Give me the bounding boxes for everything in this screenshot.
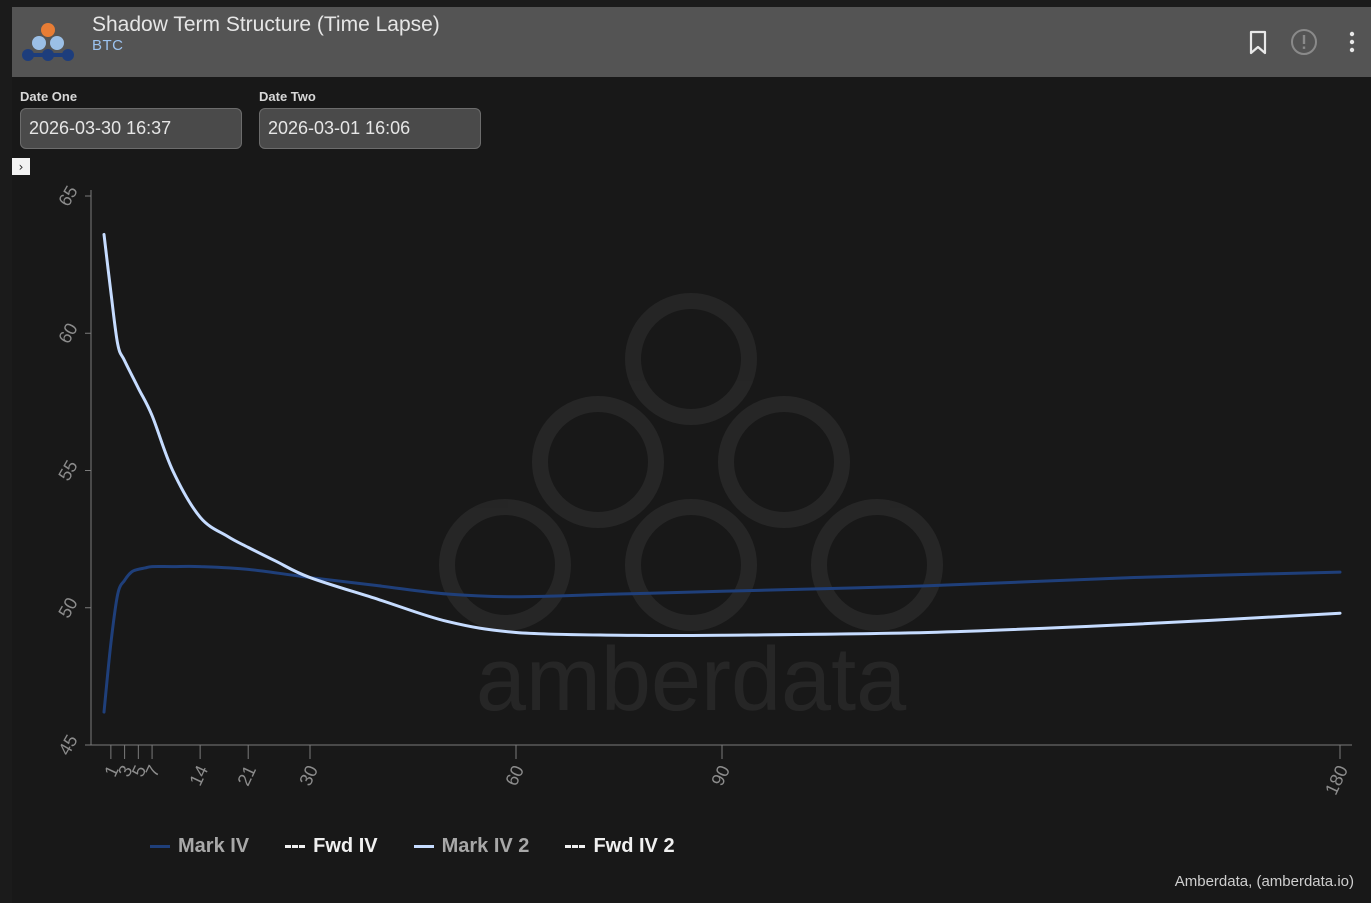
watermark: amberdata (439, 293, 943, 730)
x-tick-label: 60 (501, 762, 528, 789)
x-tick-label: 30 (295, 762, 322, 789)
page-title: Shadow Term Structure (Time Lapse) (92, 13, 440, 36)
bookmark-icon[interactable] (1243, 27, 1273, 57)
y-tick-label: 65 (54, 182, 81, 209)
date-two-label: Date Two (259, 89, 316, 104)
source-credit: Amberdata, (amberdata.io) (1174, 873, 1354, 890)
y-tick-label: 55 (54, 457, 81, 484)
legend-item-mark-iv-2[interactable]: Mark IV 2 (413, 835, 530, 858)
y-tick-label: 50 (54, 594, 81, 621)
more-vertical-icon[interactable] (1337, 27, 1367, 57)
x-tick-label: 21 (234, 762, 261, 789)
series-layer (102, 232, 1342, 714)
legend-swatch (565, 845, 586, 848)
expand-toggle-button[interactable]: › (12, 158, 30, 175)
y-tick-label: 45 (54, 731, 81, 758)
legend-item-mark-iv[interactable]: Mark IV (150, 835, 249, 858)
x-tick-label: 90 (707, 762, 734, 789)
y-tick-label: 60 (54, 320, 81, 347)
panel (12, 7, 1371, 903)
date-one-input[interactable] (20, 108, 242, 149)
legend-swatch (413, 845, 434, 848)
legend-swatch (285, 845, 306, 848)
legend-label: Fwd IV (313, 835, 378, 857)
date-one-label: Date One (20, 89, 78, 104)
x-tick-label: 14 (185, 762, 212, 789)
legend-swatch (150, 845, 170, 848)
legend-item-fwd-iv-2[interactable]: Fwd IV 2 (565, 835, 675, 858)
legend-label: Mark IV 2 (441, 835, 530, 857)
legend-label: Fwd IV 2 (593, 835, 675, 857)
date-two-input[interactable] (259, 108, 481, 149)
asset-subtitle: BTC (92, 37, 124, 54)
series-line-mark-iv-2 (102, 232, 1342, 638)
x-tick-label: 180 (1321, 762, 1352, 798)
legend-item-fwd-iv[interactable]: Fwd IV (285, 835, 378, 858)
panel-header: Shadow Term Structure (Time Lapse) BTC (12, 7, 1371, 77)
chart-legend: Mark IV Fwd IV Mark IV 2 Fwd IV 2 (150, 835, 711, 858)
watermark-text: amberdata (476, 630, 907, 730)
info-icon[interactable] (1289, 27, 1319, 57)
legend-label: Mark IV (178, 835, 250, 857)
amberdata-logo-icon (22, 23, 74, 61)
